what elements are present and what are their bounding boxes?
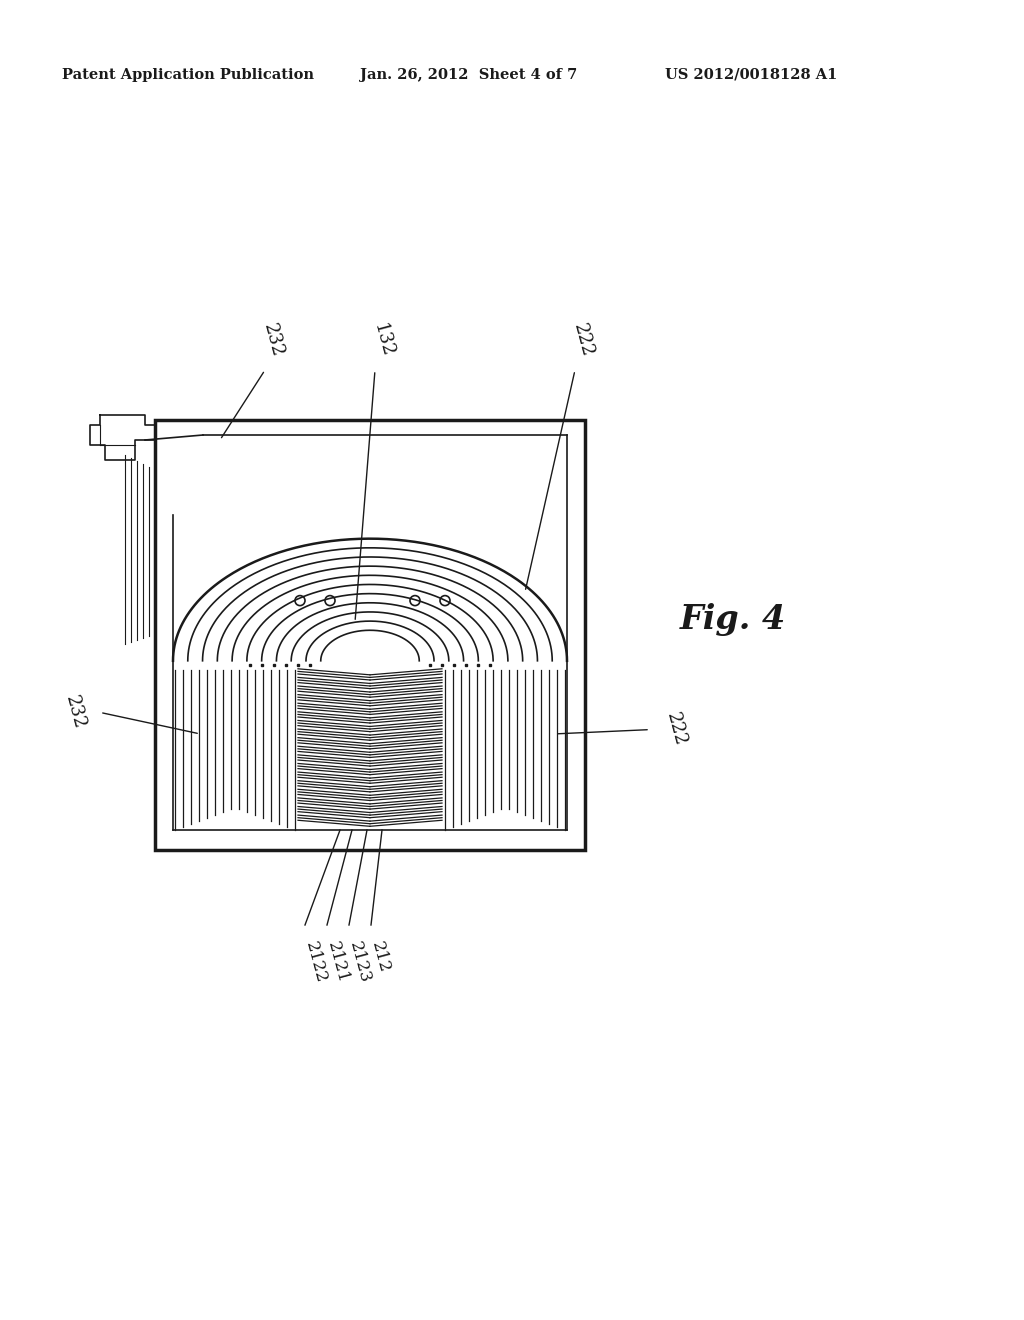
Text: 232: 232 [260, 321, 287, 359]
Text: Patent Application Publication: Patent Application Publication [62, 69, 314, 82]
Text: 2121: 2121 [324, 940, 351, 986]
Bar [155, 420, 585, 850]
Text: 132: 132 [370, 321, 396, 359]
Text: Jan. 26, 2012  Sheet 4 of 7: Jan. 26, 2012 Sheet 4 of 7 [360, 69, 578, 82]
Text: US 2012/0018128 A1: US 2012/0018128 A1 [665, 69, 838, 82]
Text: 222: 222 [663, 710, 689, 748]
Text: 2123: 2123 [346, 940, 374, 986]
Text: 2122: 2122 [302, 940, 330, 986]
Text: 222: 222 [570, 321, 596, 359]
Text: Fig. 4: Fig. 4 [680, 603, 786, 636]
Text: 232: 232 [61, 693, 88, 731]
Text: 212: 212 [368, 940, 392, 975]
